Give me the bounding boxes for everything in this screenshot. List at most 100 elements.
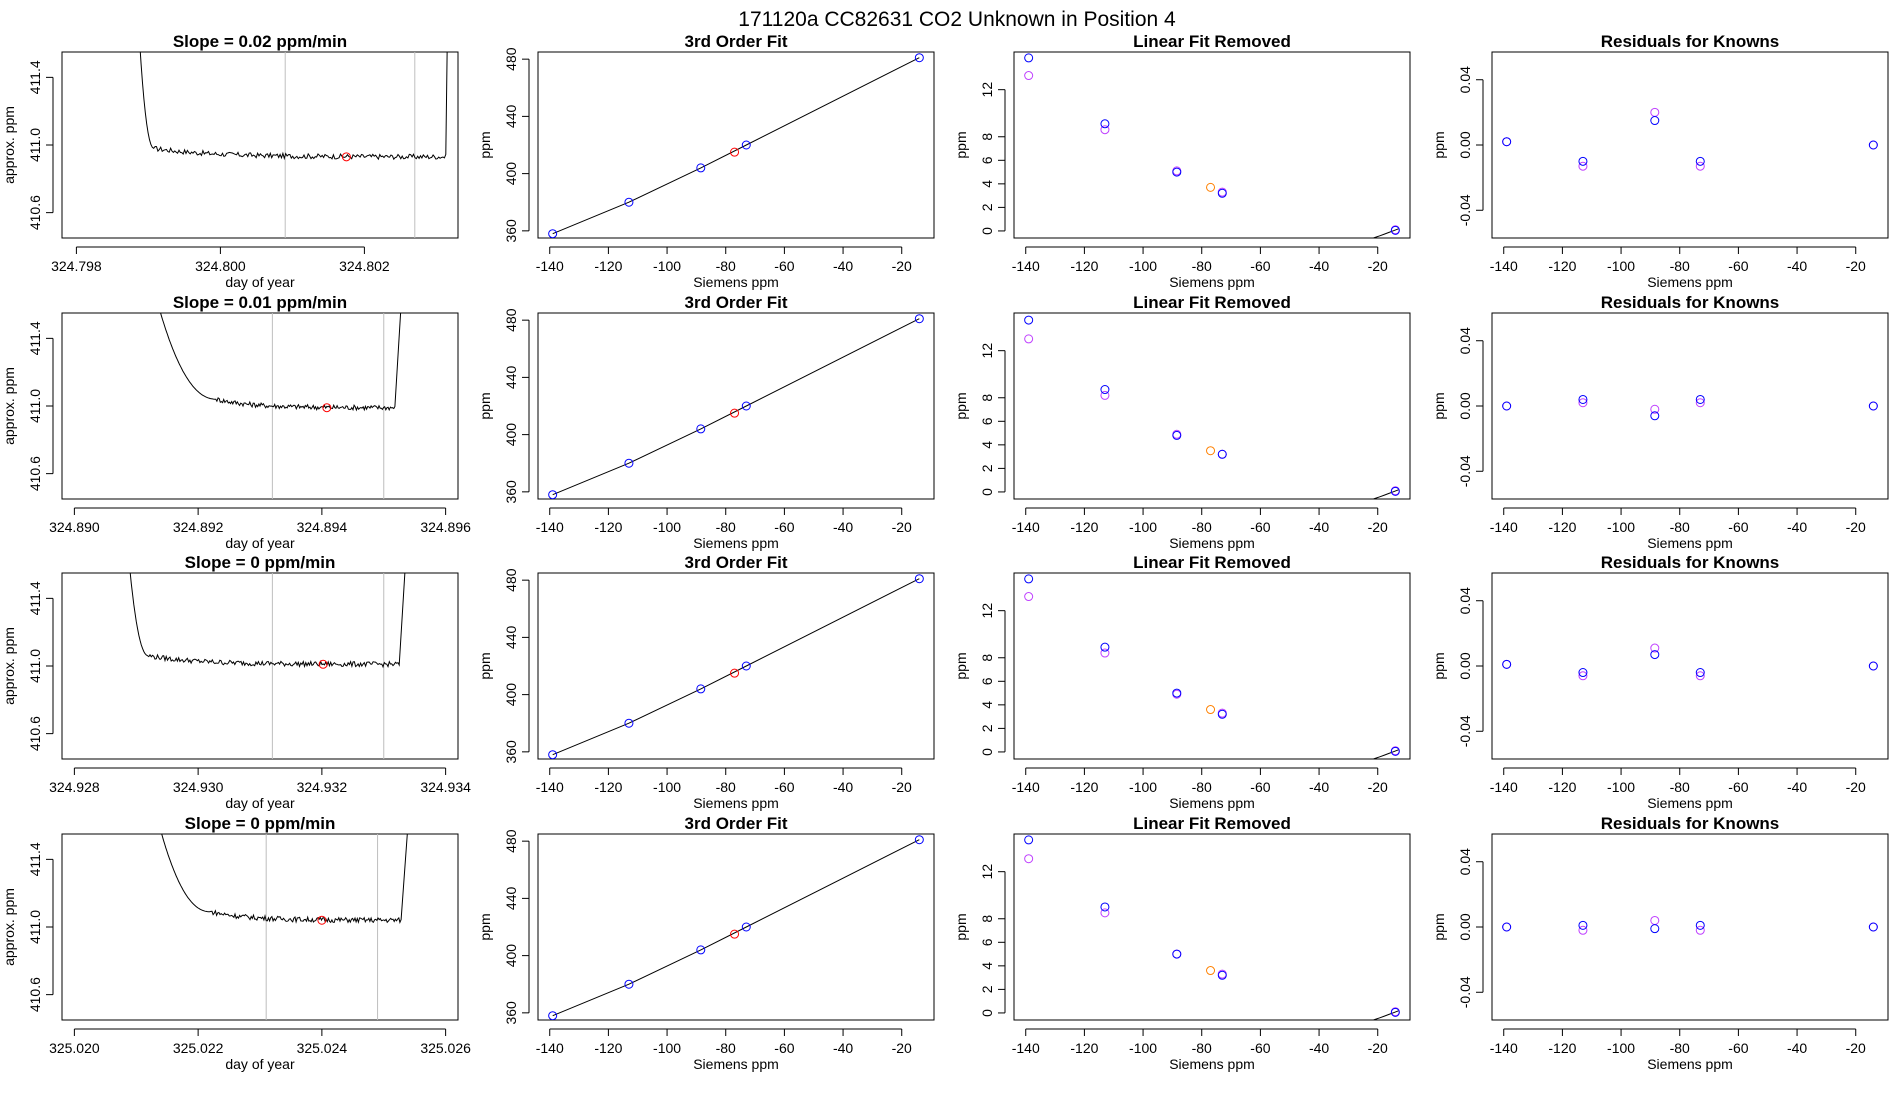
- panel-residuals-row-4: Residuals for Knowns -140 -120 -100 -80 -60 -4…: [1431, 814, 1889, 1072]
- panel-linear_removed-row-1: Linear Fit Removed -140 -120 -100 -80 -60 -40 -…: [953, 32, 1411, 290]
- known-point-fit: [1217, 449, 1227, 459]
- x-tick-label: -20: [892, 258, 912, 274]
- y-tick-label: 400: [503, 162, 519, 186]
- plot-frame: [537, 312, 935, 500]
- x-tick-label: -140: [1012, 779, 1040, 795]
- y-tick-label: 411.0: [27, 910, 43, 944]
- x-tick-label: -120: [1548, 258, 1576, 274]
- x-tick-label: -140: [536, 519, 564, 535]
- panel-title: 3rd Order Fit: [685, 32, 788, 51]
- known-point-measured: [1024, 334, 1034, 344]
- residual-point-a: [1868, 922, 1878, 932]
- plot-data: [1502, 107, 1878, 171]
- fit-curve-line: [552, 839, 920, 1017]
- x-axis-label: Siemens ppm: [1647, 1056, 1733, 1072]
- x-tick-label: -100: [1607, 1040, 1635, 1056]
- panel-title: 3rd Order Fit: [685, 553, 788, 572]
- y-tick-label: 0.00: [1457, 652, 1473, 679]
- known-standard-point: [548, 1011, 558, 1020]
- residual-point-a: [1650, 411, 1660, 421]
- x-axis-label: Siemens ppm: [1169, 795, 1255, 811]
- y-tick-label: 6: [979, 417, 995, 425]
- x-tick-label: -80: [1670, 779, 1690, 795]
- residual-point-a: [1868, 401, 1878, 411]
- x-axis-label: Siemens ppm: [693, 274, 779, 290]
- known-standard-point: [914, 314, 924, 324]
- known-point-fit: [1217, 970, 1227, 980]
- plot-frame: [1491, 833, 1889, 1021]
- x-tick-label: -20: [1368, 519, 1388, 535]
- x-tick-label: -120: [594, 779, 622, 795]
- y-axis-label: ppm: [1431, 131, 1447, 158]
- known-point-fit: [1172, 949, 1182, 959]
- y-tick-label: 2: [979, 985, 995, 993]
- y-tick-label: 411.0: [27, 649, 43, 683]
- unknown-point: [730, 147, 740, 157]
- y-tick-label: 6: [979, 938, 995, 946]
- panel-residuals-row-3: Residuals for Knowns -140 -120 -100 -80 -60 -4…: [1431, 553, 1889, 811]
- x-tick-label: -80: [1192, 258, 1212, 274]
- y-tick-label: 0.04: [1457, 587, 1473, 614]
- y-tick-label: 360: [503, 480, 519, 504]
- known-point-measured: [1024, 71, 1034, 81]
- y-axis-label: ppm: [477, 392, 493, 419]
- y-tick-label: -0.04: [1457, 194, 1473, 226]
- residual-point-b: [1650, 915, 1660, 925]
- panel-grid: Slope = 0.02 ppm/min 324.798 324.800 324.80…: [1, 32, 1889, 1072]
- y-tick-label: 440: [503, 625, 519, 649]
- panel-residuals-row-2: Residuals for Knowns -140 -120 -100 -80 -60 -4…: [1431, 293, 1889, 551]
- x-tick-label: -20: [892, 519, 912, 535]
- x-tick-label: -100: [1129, 1040, 1157, 1056]
- residual-point-a: [1502, 401, 1512, 411]
- plot-frame: [1491, 572, 1889, 760]
- y-axis-label: ppm: [1431, 652, 1447, 679]
- x-tick-label: -140: [1490, 258, 1518, 274]
- y-tick-label: 400: [503, 423, 519, 447]
- panel-title: Residuals for Knowns: [1601, 814, 1780, 833]
- plot-frame: [537, 51, 935, 239]
- x-axis-label: Siemens ppm: [693, 535, 779, 551]
- y-tick-label: 411.0: [27, 128, 43, 162]
- x-tick-label: 324.890: [49, 519, 100, 535]
- x-tick-label: -140: [1490, 519, 1518, 535]
- y-axis-label: approx. ppm: [1, 106, 17, 184]
- x-tick-label: -60: [774, 258, 794, 274]
- plot-frame: [61, 51, 459, 239]
- panel-title: Slope = 0.01 ppm/min: [173, 293, 347, 312]
- x-tick-label: -80: [1670, 519, 1690, 535]
- x-axis-label: Siemens ppm: [693, 1056, 779, 1072]
- panel-fit-row-1: 3rd Order Fit -140 -120 -100 -80 -60 -40 -20 Sie…: [477, 32, 935, 290]
- known-standard-point: [741, 922, 751, 932]
- panel-linear_removed-row-3: Linear Fit Removed -140 -120 -100 -80 -60 -40 -…: [953, 553, 1411, 811]
- x-tick-label: -60: [1728, 258, 1748, 274]
- x-tick-label: -60: [1728, 779, 1748, 795]
- y-tick-label: 8: [979, 133, 995, 141]
- panel-fit-row-2: 3rd Order Fit -140 -120 -100 -80 -60 -40 -20 Sie…: [477, 293, 935, 551]
- known-point-fit: [1390, 225, 1400, 235]
- x-tick-label: -100: [653, 519, 681, 535]
- x-tick-label: -60: [774, 779, 794, 795]
- panel-title: Slope = 0.02 ppm/min: [173, 32, 347, 51]
- known-standard-point: [624, 458, 634, 468]
- y-tick-label: 410.6: [27, 716, 43, 751]
- x-tick-label: -100: [1607, 258, 1635, 274]
- plot-frame: [1491, 312, 1889, 500]
- unknown-marker: [317, 915, 327, 925]
- y-tick-label: -0.04: [1457, 455, 1473, 487]
- known-point-measured: [1100, 908, 1110, 918]
- x-tick-label: -40: [1787, 1040, 1807, 1056]
- known-standard-point: [696, 163, 706, 173]
- x-tick-label: -20: [1368, 258, 1388, 274]
- y-tick-label: 411.4: [27, 321, 43, 355]
- y-tick-label: 480: [503, 568, 519, 592]
- x-tick-label: -40: [1309, 519, 1329, 535]
- x-tick-label: 324.932: [297, 779, 348, 795]
- known-point-measured: [1024, 592, 1034, 602]
- known-point-fit: [1100, 642, 1110, 652]
- y-tick-label: 360: [503, 740, 519, 764]
- residual-point-b: [1578, 398, 1588, 408]
- y-tick-label: 12: [979, 343, 995, 359]
- plot-data: [548, 574, 924, 759]
- unknown-point: [730, 929, 740, 939]
- residual-point-a: [1695, 920, 1705, 930]
